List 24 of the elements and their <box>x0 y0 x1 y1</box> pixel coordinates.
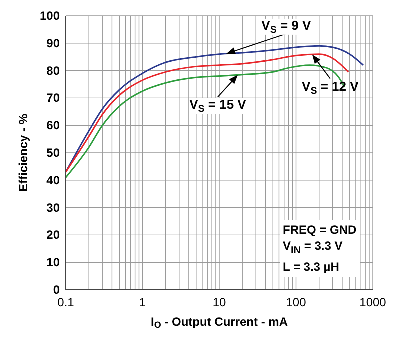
x-axis-title: I$_{O}$ - Output Current - mA <box>150 315 288 330</box>
x-tick-label: 1000 <box>360 296 387 310</box>
y-tick-label: 100 <box>40 9 60 23</box>
x-tick-label: 10 <box>212 296 226 310</box>
y-tick-label: 70 <box>46 91 60 106</box>
y-tick-label: 20 <box>46 228 60 242</box>
y-tick-label: 50 <box>46 146 60 160</box>
series-label: V$_{S}$ = 12 V <box>302 78 360 96</box>
y-tick-label: 10 <box>46 256 60 270</box>
series-label: V$_{S}$ = 15 V <box>190 97 247 115</box>
y-tick-label: 60 <box>46 118 60 133</box>
x-tick-label: 100 <box>286 296 307 310</box>
x-tick-label: 0.1 <box>58 296 75 310</box>
y-tick-label: 90 <box>46 36 60 50</box>
y-tick-label: 80 <box>46 64 60 78</box>
annotation: L = 3.3 µH <box>283 259 340 276</box>
y-tick-label: 30 <box>46 200 60 215</box>
annotation: V$_{IN}$ = 3.3 V <box>283 238 344 258</box>
annotation: FREQ = GND <box>283 222 357 238</box>
y-axis-title: Efficiency - % <box>16 114 30 192</box>
y-tick-label: 0 <box>53 283 60 297</box>
series-label: V$_{S}$ = 9 V <box>262 18 312 36</box>
y-tick-label: 40 <box>46 173 60 188</box>
x-tick-label: 1 <box>139 296 146 310</box>
